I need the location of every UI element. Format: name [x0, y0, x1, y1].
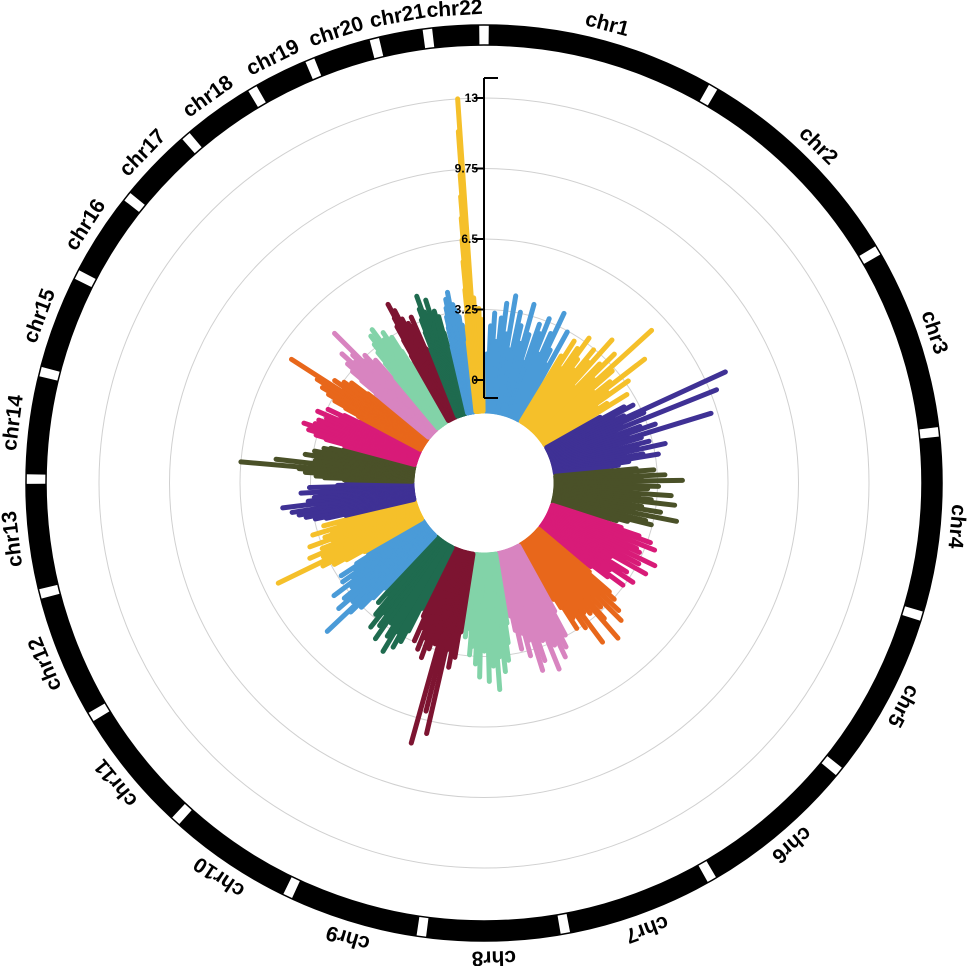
y-tick-label: 6.5	[461, 232, 478, 246]
chromosome-points	[385, 301, 459, 423]
chromosome-label: chr13	[0, 510, 27, 568]
ring-segment	[426, 914, 561, 941]
chromosome-points	[275, 499, 425, 586]
chromosome-label: chr21	[368, 0, 428, 32]
chromosome-points	[324, 518, 438, 634]
chromosome-label: chr4	[943, 503, 969, 550]
snp-point	[518, 542, 557, 602]
ring-segment	[488, 25, 710, 102]
chromosome-points	[288, 356, 430, 452]
ring-segment	[863, 254, 939, 430]
ring-segment	[26, 483, 59, 590]
ring-segment	[566, 865, 708, 933]
chromosome-points	[462, 551, 512, 693]
snp-point	[552, 462, 621, 477]
chromosome-points	[368, 534, 455, 654]
snp-point	[375, 534, 439, 605]
ring-segment	[432, 25, 480, 48]
ring-segment	[314, 39, 375, 77]
y-tick-label: 9.75	[455, 162, 479, 176]
snp-point	[366, 518, 426, 557]
chromosome-points	[301, 406, 422, 467]
ring-segment	[40, 278, 93, 372]
snp-point	[550, 500, 619, 524]
ring-segment	[78, 200, 140, 280]
snp-point	[495, 551, 513, 619]
chromosome-points	[538, 502, 658, 588]
snp-point	[420, 546, 457, 619]
snp-point	[542, 392, 630, 448]
y-tick-label: 13	[465, 91, 479, 105]
snp-point	[516, 329, 570, 423]
chromosome-points	[408, 546, 476, 746]
ring-segment	[129, 138, 196, 206]
chromosome-label: chr14	[0, 393, 28, 452]
ring-segment	[707, 89, 876, 257]
chromosome-label: chr22	[426, 0, 483, 22]
ring-segment	[706, 762, 837, 878]
ring-segment	[178, 809, 292, 895]
chromosome-points	[544, 369, 728, 477]
snp-point	[321, 499, 417, 529]
ring-segment	[904, 436, 942, 612]
snp-point	[462, 551, 478, 640]
chromosome-points	[368, 327, 450, 431]
snp-point	[538, 524, 594, 570]
ring-segment	[40, 593, 106, 714]
ring-segment	[378, 29, 426, 57]
chromosome-points	[495, 543, 569, 673]
ring-segment	[26, 376, 59, 475]
y-tick-label: 0	[471, 373, 478, 387]
ring-segment	[92, 710, 186, 819]
snp-point	[479, 331, 486, 414]
chromosome-points	[414, 293, 469, 419]
chromosome-points	[280, 480, 417, 522]
ring-segment	[189, 90, 259, 148]
chromosome-points	[238, 445, 417, 484]
chromosome-points	[550, 466, 685, 528]
ring-segment	[826, 614, 921, 769]
ring-segment	[291, 880, 420, 936]
chromosome-points	[518, 327, 655, 448]
chromosome-label: chr8	[471, 946, 516, 966]
chromosome-points	[483, 293, 570, 423]
y-tick-label: 3.25	[455, 303, 479, 317]
chromosome-label: chr1	[583, 7, 632, 41]
chromosome-points	[518, 526, 624, 645]
ring-segment	[256, 61, 314, 104]
chromosome-points	[455, 96, 486, 414]
ring-outline	[45, 44, 923, 922]
